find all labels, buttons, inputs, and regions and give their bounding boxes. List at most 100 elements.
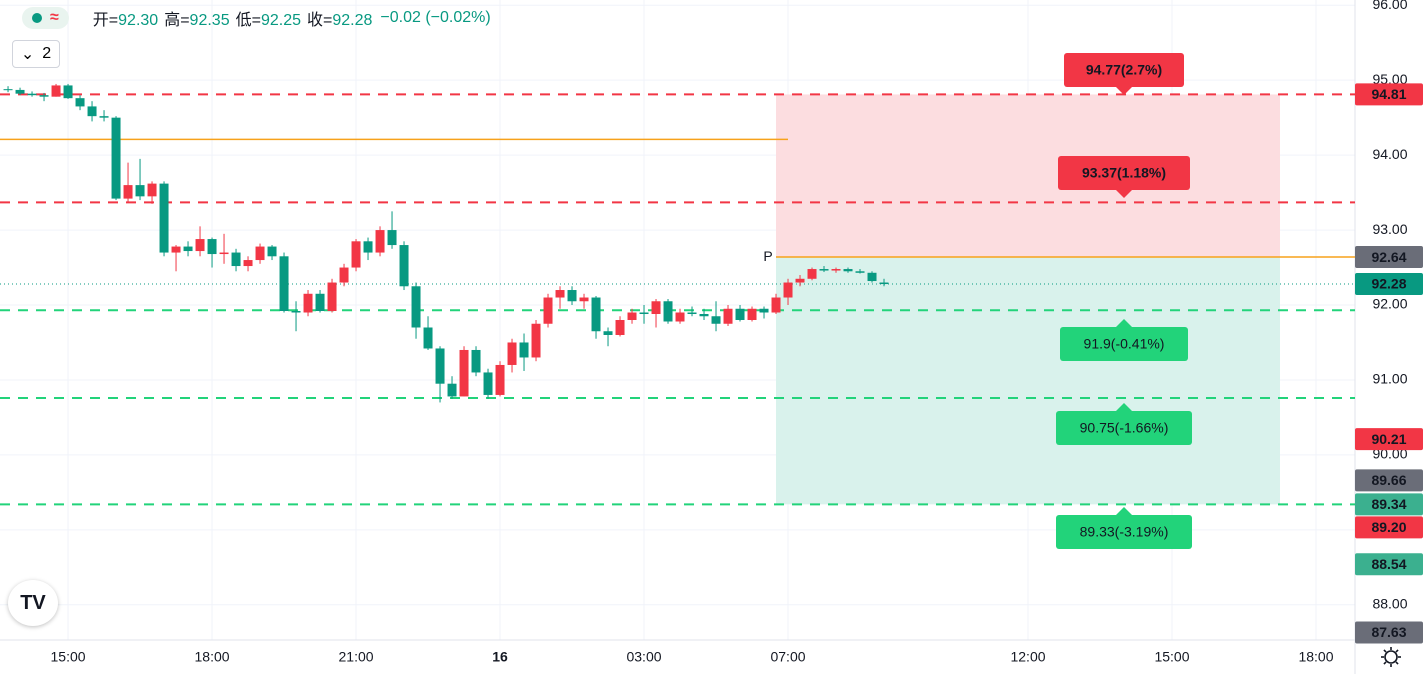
annotation-pointer [1116,403,1132,411]
price-label-box [1355,553,1423,576]
candle-body [843,269,853,272]
ohlc-value: 92.28 [332,12,373,29]
annotation: 91.9(-0.41%) [1060,319,1188,361]
gear-tooth [1383,661,1387,665]
candle-body [183,246,193,252]
candle-body [375,230,385,253]
candle-body [699,314,709,317]
ohlc-label: 开= [92,12,119,29]
candle-body [735,308,745,320]
annotation-pointer [1116,87,1132,95]
candle-body [483,372,493,395]
x-tick-label: 18:00 [1298,649,1333,665]
candle-body [27,93,37,96]
candle-body [519,342,529,358]
candle-body [687,312,697,315]
settings-button[interactable] [1381,647,1401,667]
candle-body [603,331,613,335]
y-tick-label: 92.00 [1372,296,1407,312]
x-tick-label: 18:00 [195,649,230,665]
candle-body [75,98,85,107]
gear-tooth [1383,649,1387,653]
x-tick-label: 15:00 [1154,649,1189,665]
legend-header: ≈ 开=92.30 高=92.35 低=92.25 收=92.28 −0.02 (−0… [22,6,491,30]
candle-body [219,252,229,255]
candle-body [171,246,181,253]
candle-body [327,282,337,312]
ohlc: 开=92.30 高=92.35 低=92.25 收=92.28 [87,6,373,30]
x-tick-label: 21:00 [339,649,374,665]
candle-body [579,297,589,302]
price-label: 87.63 [1371,624,1406,640]
price-label-box [1355,83,1423,106]
annotation-pointer [1116,319,1132,327]
candle-body [819,269,829,271]
annotation-text: 90.75(-1.66%) [1080,420,1169,436]
annotation-text: 94.77(2.7%) [1086,62,1162,78]
candle-body [207,239,217,255]
price-label-box [1355,428,1423,451]
ohlc-value: 92.30 [118,12,159,29]
candle-body [3,89,13,91]
candle-body [783,282,793,298]
candle-body [435,348,445,384]
annotation: 93.37(1.18%) [1058,156,1190,198]
candle-body [303,293,313,313]
y-tick-label: 95.00 [1372,71,1407,87]
x-tick-label: 12:00 [1010,649,1045,665]
candle-body [747,308,757,320]
candle-body [459,349,469,397]
x-tick-label: 15:00 [51,649,86,665]
ohlc-label: 收= [307,12,333,29]
candle-body [627,312,637,320]
candle-body [387,230,397,246]
candle-body [723,308,733,324]
annotation: 89.33(-3.19%) [1056,507,1192,549]
chevron: ⌄ [20,46,35,63]
gear-tooth [1395,661,1399,665]
candle-body [639,312,649,315]
candle-body [399,245,409,287]
candle-body [195,239,205,252]
candle-body [447,383,457,397]
candle-body [135,185,145,197]
price-label: 89.66 [1371,472,1406,488]
annotation-box [1056,515,1192,549]
series-pill[interactable]: ≈ [22,7,69,29]
x-tick-label: 03:00 [626,649,661,665]
annotation-pointer [1116,507,1132,515]
logo[interactable]: TV [8,580,58,626]
candle-body [63,85,73,99]
candle-body [507,342,517,365]
annotation-pointer [1116,190,1132,198]
interval-button[interactable]: ⌄ 2 [12,40,60,68]
candle-body [555,290,565,298]
candle-body [543,297,553,324]
y-tick-label: 96.00 [1372,0,1407,12]
candle-body [411,286,421,328]
annotation: 90.75(-1.66%) [1056,403,1192,445]
price-label: 92.28 [1371,276,1406,292]
candle-body [531,323,541,358]
x-tick-label: 07:00 [770,649,805,665]
candle-body [759,308,769,313]
candle-body [771,297,781,313]
change: −0.02 (−0.02%) [380,9,491,26]
candle-body [795,278,805,283]
candle-body [243,260,253,267]
candle-body [267,246,277,257]
pivot-label: P [763,248,772,264]
candle-body [591,297,601,332]
price-label: 88.54 [1371,556,1406,572]
price-label-box [1355,273,1423,296]
candle-body [363,241,373,253]
price-label-box [1355,516,1423,539]
button-label: 2 [42,45,52,62]
gear-ring [1384,650,1398,664]
candle-body [111,117,121,199]
x-tick-label: 16 [492,649,508,665]
y-tick-label: 94.00 [1372,146,1407,162]
candle-body [159,183,169,253]
candle-body [255,246,265,261]
price-label-box [1355,469,1423,492]
